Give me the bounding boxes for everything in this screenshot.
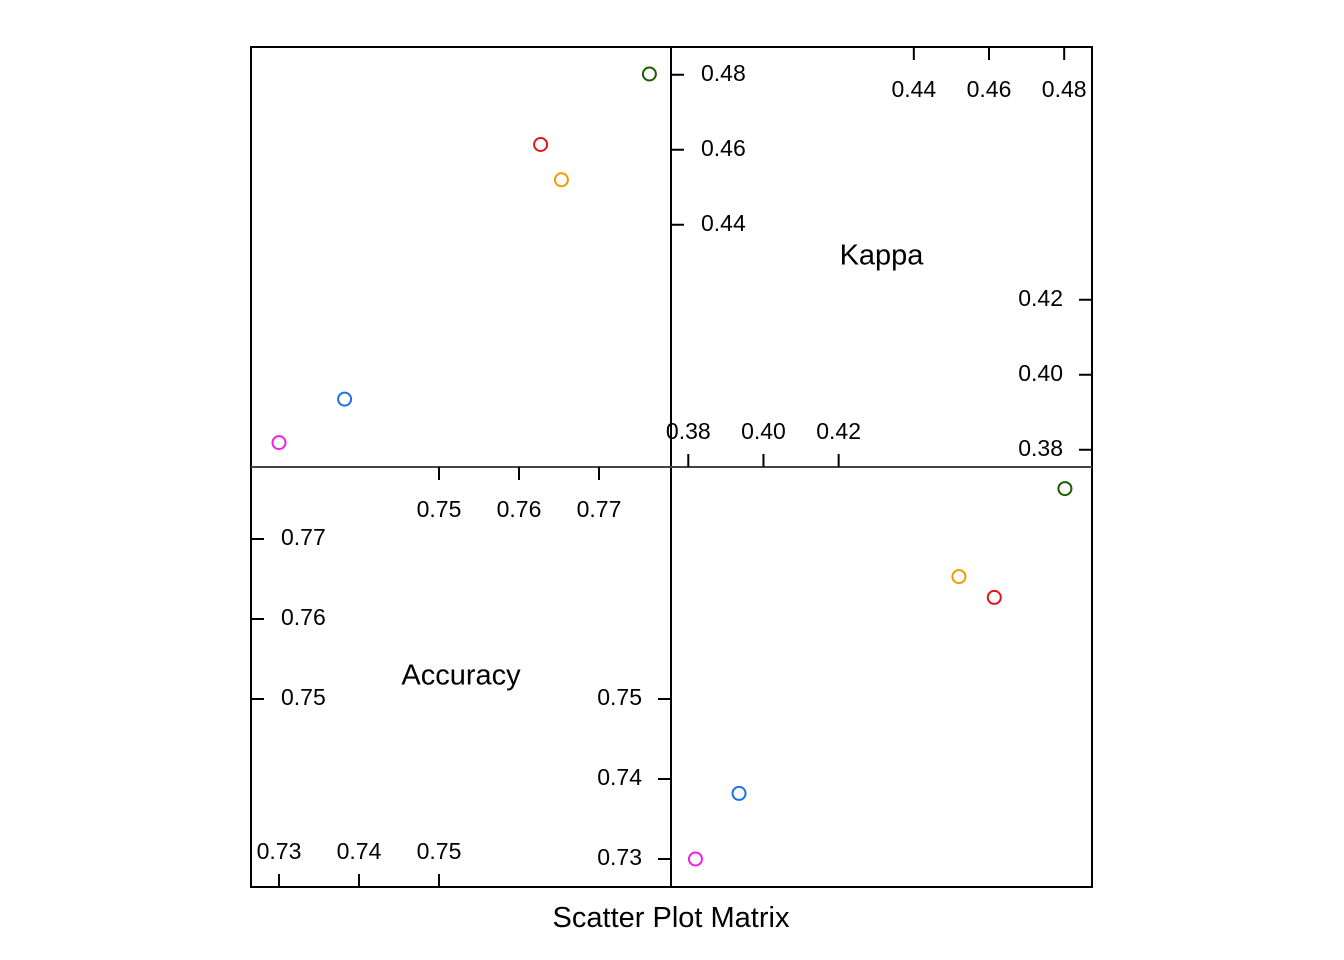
- accuracy-left-tick-label-1: 0.76: [281, 604, 326, 630]
- accuracy-left-tick-label-2: 0.77: [281, 524, 326, 550]
- accuracy-low-tick-label-1: 0.74: [337, 838, 382, 864]
- accuracy-low-tick-label-2: 0.75: [417, 838, 462, 864]
- accuracy-right-tick-label-0: 0.73: [597, 844, 642, 870]
- kappa-variable-label: Kappa: [840, 240, 925, 272]
- kappa-high-tick-label-0: 0.44: [891, 76, 936, 102]
- accuracy-right-tick-label-2: 0.75: [597, 684, 642, 710]
- kappa-left-tick-label-1: 0.46: [701, 135, 746, 161]
- kappa-low-tick-label-2: 0.42: [816, 418, 861, 444]
- point-kappa-vs-accuracy-1: [986, 589, 1002, 605]
- chart-title: Scatter Plot Matrix: [553, 902, 790, 934]
- accuracy-low-tick-label-0: 0.73: [257, 838, 302, 864]
- matrix-panels: [250, 46, 1093, 888]
- accuracy-high-tick-label-1: 0.76: [497, 496, 542, 522]
- point-kappa-vs-accuracy-0: [1057, 481, 1073, 497]
- accuracy-high-tick-label-2: 0.77: [577, 496, 622, 522]
- kappa-high-tick-label-1: 0.46: [967, 76, 1012, 102]
- accuracy-variable-label: Accuracy: [401, 660, 521, 692]
- point-accuracy-vs-kappa-3: [337, 391, 353, 407]
- kappa-high-tick-label-2: 0.48: [1042, 76, 1087, 102]
- accuracy-high-tick-label-0: 0.75: [417, 496, 462, 522]
- axes: 0.73 0.74 0.75 0.75 0.76 0.77 0.75 0.76 0.77 0.73…: [251, 47, 1092, 887]
- kappa-right-tick-label-0: 0.38: [1018, 435, 1063, 461]
- point-accuracy-vs-kappa-0: [641, 66, 657, 82]
- kappa-right-tick-label-1: 0.40: [1018, 360, 1063, 386]
- point-accuracy-vs-kappa-1: [533, 137, 549, 152]
- data-points: [271, 66, 1073, 867]
- point-kappa-vs-accuracy-4: [687, 851, 703, 867]
- kappa-right-tick-label-2: 0.42: [1018, 285, 1063, 311]
- point-accuracy-vs-kappa-2: [553, 172, 569, 188]
- kappa-left-tick-label-2: 0.48: [701, 60, 746, 86]
- kappa-low-tick-label-1: 0.40: [741, 418, 786, 444]
- accuracy-left-tick-label-0: 0.75: [281, 684, 326, 710]
- point-kappa-vs-accuracy-3: [731, 785, 747, 801]
- kappa-left-tick-label-0: 0.44: [701, 210, 746, 236]
- kappa-low-tick-label-0: 0.38: [666, 418, 711, 444]
- accuracy-right-tick-label-1: 0.74: [597, 764, 642, 790]
- point-kappa-vs-accuracy-2: [951, 569, 967, 585]
- point-accuracy-vs-kappa-4: [271, 435, 287, 451]
